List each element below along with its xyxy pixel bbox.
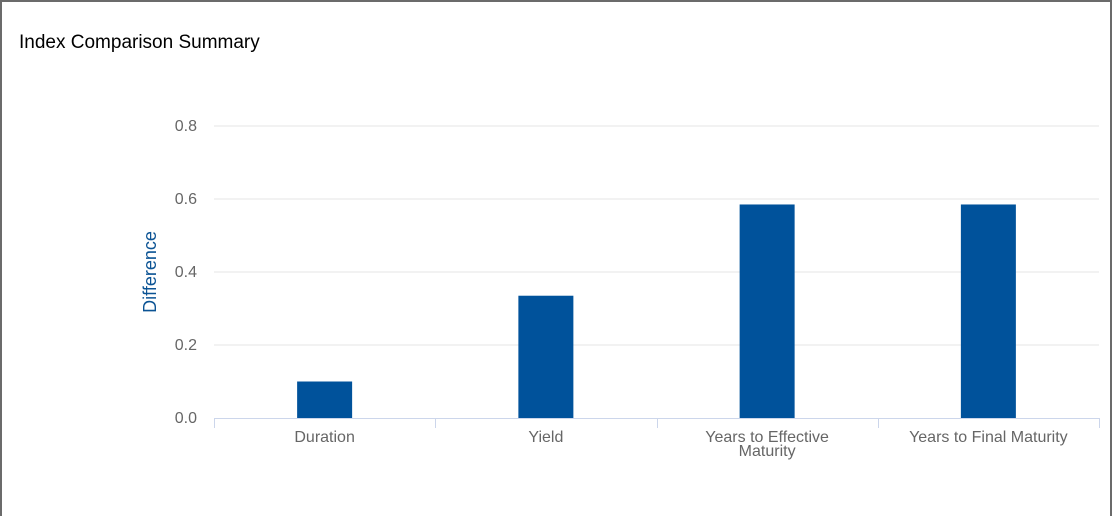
bar [518, 295, 574, 418]
axes: 0.0 0.2 0.4 0.6 0.8 Duration Yield Years to Eff… [175, 118, 1100, 460]
y-tick-label: 0.2 [175, 337, 197, 354]
bar [297, 381, 353, 418]
y-axis-title: Difference [140, 231, 160, 313]
y-tick-label: 0.4 [175, 264, 197, 281]
bars [297, 204, 1016, 418]
chart-title: Index Comparison Summary [19, 32, 260, 53]
y-tick-label: 0.6 [175, 191, 197, 208]
x-tick-label: Years to Final Maturity [909, 429, 1068, 446]
x-tick-label: Maturity [739, 443, 796, 460]
x-tick-label: Yield [528, 429, 563, 446]
bar [739, 204, 795, 418]
x-tick-label: Years to Effective [705, 429, 829, 446]
gridlines [214, 125, 1099, 346]
y-tick-label: 0.0 [175, 410, 197, 427]
y-tick-label: 0.8 [175, 118, 197, 135]
x-tick-label: Duration [294, 429, 354, 446]
bar [960, 204, 1016, 418]
